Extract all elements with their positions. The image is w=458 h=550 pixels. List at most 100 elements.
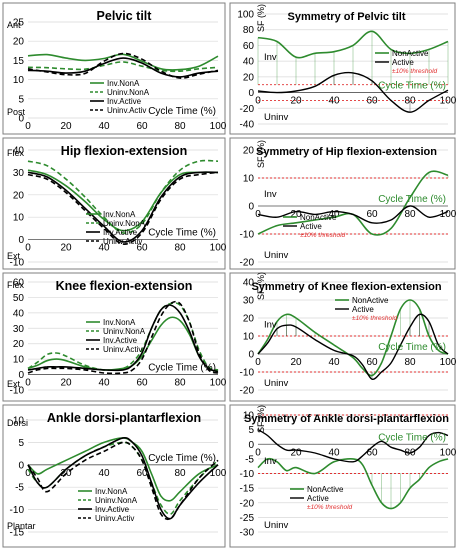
panel-border xyxy=(229,137,456,270)
panel-border xyxy=(2,272,226,402)
y-tick-label: -25 xyxy=(240,513,255,524)
y-axis-label: SF (%) xyxy=(256,140,266,168)
y-tick-label: -10 xyxy=(10,505,25,516)
panel-border xyxy=(2,137,226,270)
x-tick-label: 20 xyxy=(60,121,72,132)
y-tick-label: 10 xyxy=(13,75,25,86)
x-tick-label: 100 xyxy=(210,468,227,479)
legend-label: Uninv.NonA xyxy=(95,496,138,505)
y-tick-label: -10 xyxy=(240,230,255,241)
series-line-uninv-activ xyxy=(27,171,219,245)
y-tick-label: -20 xyxy=(240,258,255,269)
x-tick-label: 40 xyxy=(328,447,340,458)
series-line-nonactive xyxy=(257,30,449,59)
y-axis-label: SF (%) xyxy=(256,272,266,300)
x-axis-label: Cycle Time (%) xyxy=(378,194,446,205)
legend-label: Uninv.Activ xyxy=(107,106,146,115)
y-tick-label: 50 xyxy=(13,293,25,304)
chart-title: Symmetry of Ankle dorsi-plantarflexion xyxy=(244,413,449,425)
legend-label: Active xyxy=(392,58,414,67)
y-tick-label: 5 xyxy=(248,425,254,436)
top-region-label: Inv xyxy=(264,189,277,200)
y-tick-label: -20 xyxy=(240,498,255,509)
panel-border xyxy=(229,2,456,135)
y-tick-label: 30 xyxy=(243,296,255,307)
x-axis-label: Cycle Time (%) xyxy=(378,81,446,92)
y-axis-label: SF (%) xyxy=(256,405,266,433)
y-tick-label: 10 xyxy=(13,355,25,366)
y-tick-label: 20 xyxy=(13,339,25,350)
y-axis-label: SF (%) xyxy=(256,4,266,32)
x-tick-label: 60 xyxy=(136,378,148,389)
legend-label: Inv.NonA xyxy=(107,79,140,88)
chart-title: Symmetry of Pelvic tilt xyxy=(288,11,406,23)
legend-label: Uninv.Activ xyxy=(95,514,134,523)
x-tick-label: 60 xyxy=(366,96,378,107)
x-tick-label: 40 xyxy=(328,209,340,220)
x-tick-label: 60 xyxy=(136,121,148,132)
y-tick-label: 0 xyxy=(248,202,254,213)
legend-label: NonActive xyxy=(300,213,337,222)
y-tick-label: -5 xyxy=(15,483,24,494)
x-tick-label: 0 xyxy=(255,447,261,458)
series-line-inv-active xyxy=(27,171,219,243)
top-region-label: Inv xyxy=(264,456,277,467)
x-tick-label: 0 xyxy=(255,96,261,107)
bottom-region-label: Plantar xyxy=(7,521,36,531)
x-tick-label: 80 xyxy=(404,357,416,368)
bottom-region-label: Ext xyxy=(7,251,21,261)
top-region-label: Dorsi xyxy=(7,418,28,428)
x-tick-label: 80 xyxy=(174,378,186,389)
legend-label: Inv.Active xyxy=(103,336,138,345)
x-tick-label: 0 xyxy=(25,378,31,389)
series-line-inv-nona xyxy=(27,169,219,232)
legend-label: Uninv.NonA xyxy=(103,219,146,228)
x-axis-label: Cycle Time (%) xyxy=(148,363,216,374)
y-tick-label: 0 xyxy=(248,88,254,99)
bottom-region-label: Post xyxy=(7,107,26,117)
y-tick-label: 0 xyxy=(248,440,254,451)
y-tick-label: 0 xyxy=(248,350,254,361)
top-region-label: Flex xyxy=(7,280,25,290)
y-tick-label: -20 xyxy=(240,386,255,397)
x-tick-label: 60 xyxy=(366,447,378,458)
legend-label: Inv.Active xyxy=(103,228,138,237)
y-tick-label: 10 xyxy=(13,416,25,427)
x-tick-label: 80 xyxy=(174,468,186,479)
top-region-label: Flex xyxy=(7,148,25,158)
x-tick-label: 0 xyxy=(25,121,31,132)
legend-label: NonActive xyxy=(352,296,389,305)
x-axis-label: Cycle Time (%) xyxy=(148,453,216,464)
y-tick-label: 20 xyxy=(243,146,255,157)
x-tick-label: 20 xyxy=(60,243,72,254)
y-tick-label: 60 xyxy=(243,41,255,52)
x-axis-label: Cycle Time (%) xyxy=(148,106,216,117)
panel-border xyxy=(229,272,456,402)
panel-border xyxy=(2,404,226,548)
y-tick-label: -5 xyxy=(245,454,254,465)
threshold-label: ±10% threshold xyxy=(352,315,398,322)
x-axis-label: Cycle Time (%) xyxy=(378,432,446,443)
chart-title: Symmetry of Hip flexion-extension xyxy=(256,146,437,158)
chart-title: Hip flexion-extension xyxy=(61,144,187,158)
x-tick-label: 80 xyxy=(174,243,186,254)
y-tick-label: 0 xyxy=(18,460,24,471)
y-tick-label: 25 xyxy=(13,18,25,29)
y-tick-label: 40 xyxy=(13,308,25,319)
series-line-active xyxy=(257,429,449,463)
x-tick-label: 20 xyxy=(290,357,302,368)
legend-label: Inv.NonA xyxy=(103,210,136,219)
chart-title: Pelvic tilt xyxy=(97,9,153,23)
x-tick-label: 100 xyxy=(440,96,457,107)
bottom-region-label: Uninv xyxy=(264,520,289,531)
legend-label: Uninv.NonA xyxy=(103,327,146,336)
x-tick-label: 0 xyxy=(255,357,261,368)
